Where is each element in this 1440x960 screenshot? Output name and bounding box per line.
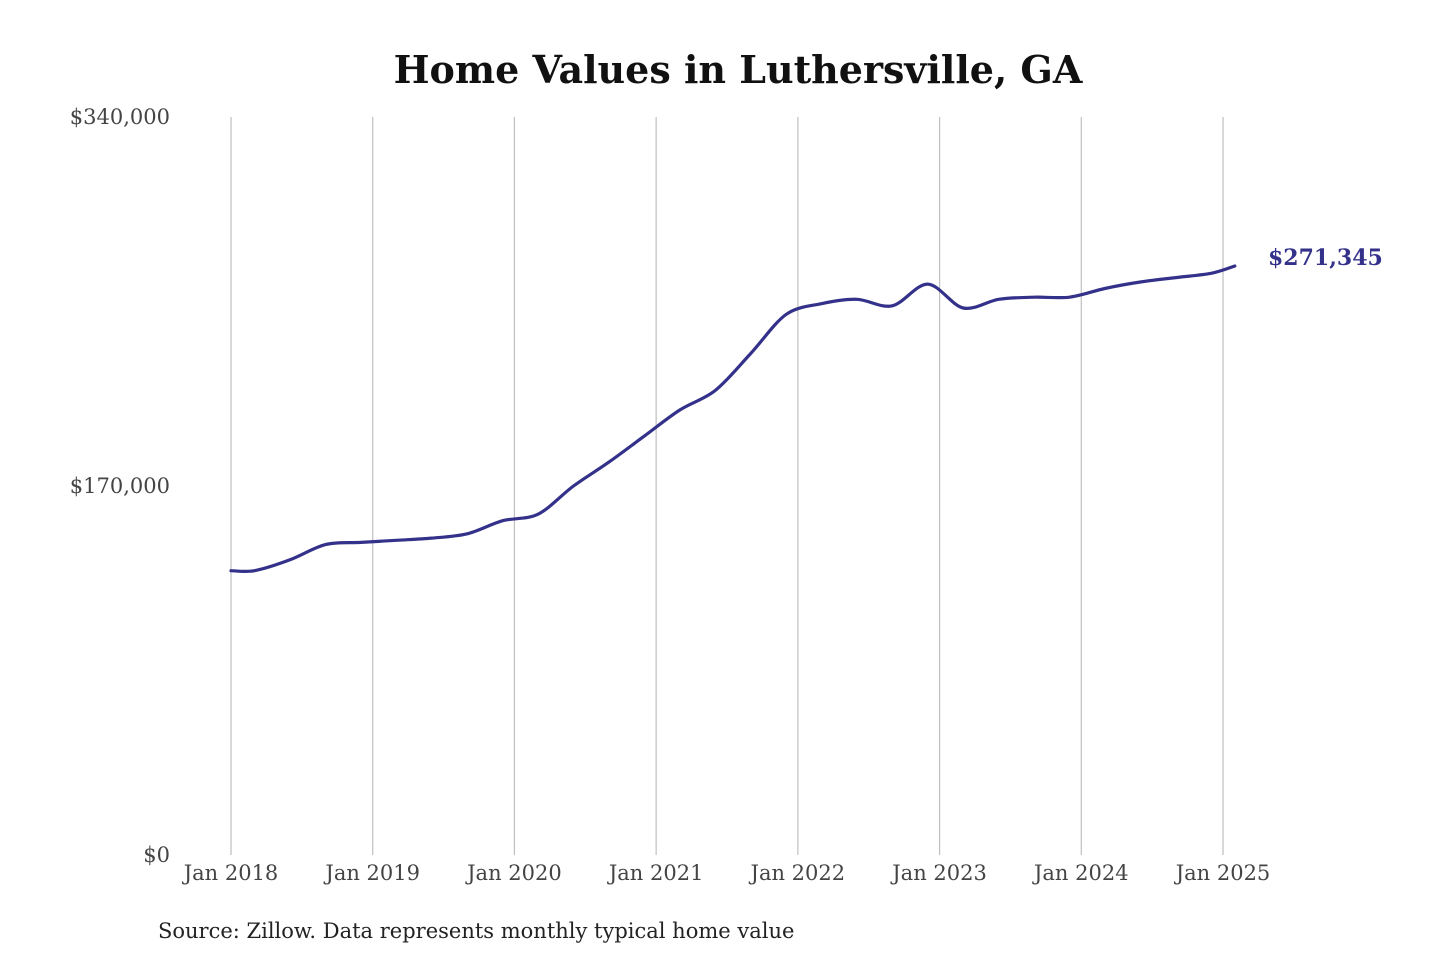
chart-title: Home Values in Luthersville, GA (394, 47, 1083, 92)
x-tick-label: Jan 2025 (1174, 861, 1271, 885)
x-tick-label: Jan 2022 (749, 861, 846, 885)
x-tick-label: Jan 2023 (890, 861, 987, 885)
source-note: Source: Zillow. Data represents monthly … (158, 919, 794, 943)
y-tick-label: $340,000 (70, 105, 170, 129)
x-tick-label: Jan 2020 (465, 861, 562, 885)
x-tick-label: Jan 2024 (1032, 861, 1129, 885)
y-axis-ticks: $0 $170,000 $340,000 (70, 105, 170, 867)
home-value-line (229, 264, 1237, 574)
end-value-label: $271,345 (1268, 245, 1383, 271)
x-tick-label: Jan 2018 (182, 861, 279, 885)
grid-lines (230, 117, 1224, 855)
y-tick-label: $0 (143, 843, 170, 867)
series-layer (229, 264, 1237, 574)
y-tick-label: $170,000 (70, 474, 170, 498)
x-tick-label: Jan 2019 (323, 861, 420, 885)
x-axis-ticks: Jan 2018 Jan 2019 Jan 2020 Jan 2021 Jan 2022… (182, 861, 1271, 885)
x-tick-label: Jan 2021 (607, 861, 704, 885)
